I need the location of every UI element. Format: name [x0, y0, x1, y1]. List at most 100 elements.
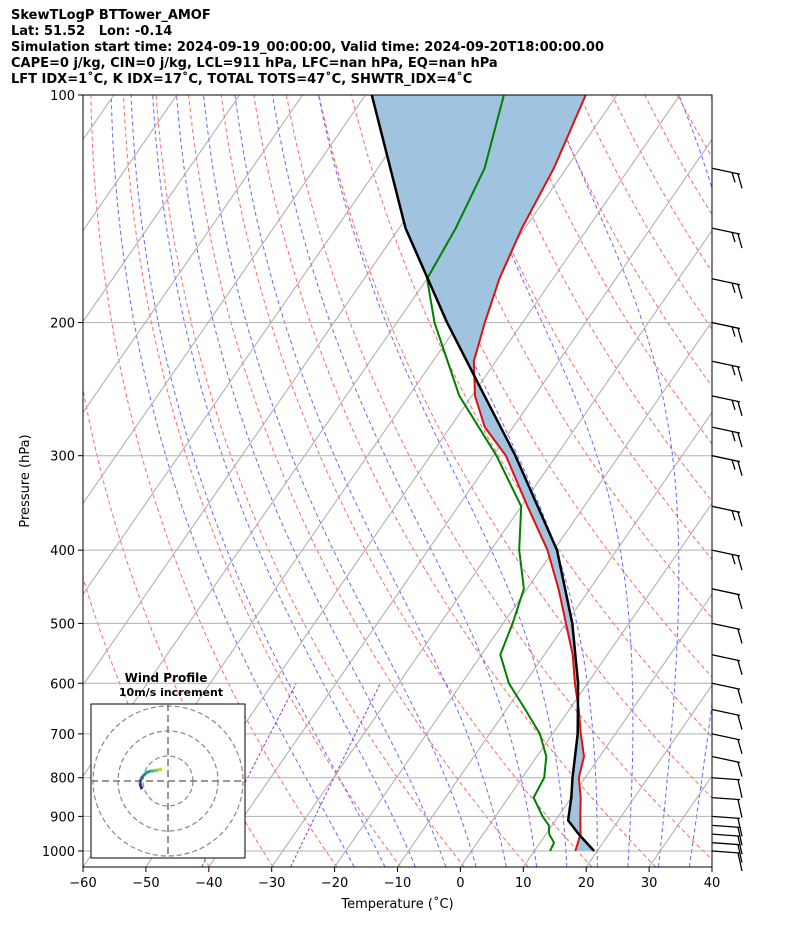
isotherm	[648, 775, 712, 867]
moist-adiabat	[548, 95, 680, 867]
hodograph-segment	[153, 768, 159, 773]
isotherm	[334, 320, 712, 867]
dry-adiabat	[123, 95, 402, 867]
wind-barb	[711, 850, 743, 872]
isotherm	[585, 684, 712, 867]
dry-adiabat	[383, 95, 712, 678]
moist-adiabat	[272, 95, 538, 867]
x-tick-label: 40	[704, 876, 721, 891]
dry-adiabat	[676, 95, 712, 158]
dry-adiabat	[743, 95, 794, 867]
isotherm	[83, 95, 366, 505]
x-tick-label: −50	[132, 876, 159, 891]
isotherm	[208, 138, 712, 867]
wind-barb	[711, 833, 743, 855]
moist-adiabat	[720, 95, 794, 867]
wind-barb	[711, 777, 743, 798]
y-tick-label: 400	[50, 544, 75, 559]
y-tick-label: 900	[50, 810, 75, 825]
x-tick-label: −60	[69, 876, 96, 891]
y-tick-label: 100	[50, 89, 75, 104]
dewpoint-profile	[426, 95, 555, 852]
index-line: LFT IDX=1˚C, K IDX=17˚C, TOTAL TOTS=47˚C…	[11, 72, 473, 87]
dry-adiabat	[90, 95, 338, 867]
moist-adiabat	[203, 95, 477, 867]
hodograph-segment	[157, 767, 163, 772]
moist-adiabat	[176, 95, 447, 867]
wind-barb	[711, 588, 743, 609]
y-axis-label: Pressure (hPa)	[18, 434, 33, 527]
location-line: Lat: 51.52 Lon: -0.14	[11, 24, 173, 39]
isotherm	[83, 95, 429, 596]
wind-barb	[711, 549, 743, 571]
wind-barb	[711, 654, 743, 675]
isotherm	[83, 95, 304, 414]
dry-adiabat	[611, 95, 712, 273]
wind-barb	[711, 505, 743, 527]
wind-barbs	[711, 167, 743, 872]
y-tick-label: 300	[50, 450, 75, 465]
dry-adiabat	[513, 95, 712, 445]
dry-adiabat	[416, 95, 712, 619]
isotherm	[271, 229, 712, 867]
moist-adiabat	[678, 95, 712, 867]
wind-barb	[711, 278, 743, 299]
x-tick-label: −40	[195, 876, 222, 891]
moist-adiabat	[234, 95, 507, 867]
moist-adiabat	[110, 95, 355, 867]
cape-cin-shading	[371, 95, 595, 851]
title-line-1: SkewTLogP BTTower_AMOF	[11, 8, 211, 23]
inset-subtitle: 10m/s increment	[119, 686, 223, 699]
wind-barb	[711, 708, 743, 730]
dry-adiabat	[155, 95, 465, 867]
x-tick-label: −10	[384, 876, 411, 891]
time-line: Simulation start time: 2024-09-19_00:00:…	[11, 40, 604, 55]
x-tick-label: 10	[515, 876, 532, 891]
wind-barb	[711, 455, 743, 476]
dry-adiabat	[83, 576, 210, 867]
wind-barb	[711, 682, 743, 704]
isotherm	[83, 95, 178, 232]
mixing-ratio-line	[290, 683, 381, 867]
dry-adiabat	[709, 95, 712, 100]
wind-barb	[711, 426, 743, 448]
x-tick-label: 30	[641, 876, 658, 891]
y-tick-label: 200	[50, 317, 75, 332]
y-tick-label: 1000	[42, 845, 75, 860]
temperature-profile	[472, 95, 587, 852]
hodograph-segment	[139, 786, 144, 790]
isotherm	[522, 593, 712, 867]
hodograph-segment	[138, 782, 143, 788]
plot-area	[83, 95, 794, 867]
isotherm	[397, 411, 712, 867]
dry-adiabat	[253, 95, 657, 867]
wind-barb	[711, 755, 743, 777]
isotherm	[83, 95, 241, 323]
wind-barb	[711, 622, 743, 644]
hodograph-segment	[138, 778, 143, 784]
hodograph-segment	[145, 769, 151, 775]
wind-barb	[711, 395, 743, 417]
wind-barb	[711, 227, 743, 249]
stability-line: CAPE=0 j/kg, CIN=0 j/kg, LCL=911 hPa, LF…	[11, 56, 498, 71]
wind-barb	[711, 796, 743, 818]
dry-adiabat	[579, 95, 712, 330]
dry-adiabat	[481, 95, 712, 503]
moist-adiabat	[152, 95, 416, 867]
dry-adiabat	[351, 95, 712, 738]
dry-adiabat	[644, 95, 712, 216]
isotherm	[459, 502, 712, 867]
y-tick-label: 700	[50, 728, 75, 743]
y-tick-label: 800	[50, 772, 75, 787]
dry-adiabat	[318, 95, 712, 799]
moist-adiabat	[375, 95, 598, 867]
moist-adiabat	[450, 95, 634, 867]
x-tick-label: 0	[456, 876, 464, 891]
x-tick-label: 20	[578, 876, 595, 891]
isotherm	[83, 95, 492, 687]
parcel-profile	[370, 95, 596, 852]
wind-barb	[711, 360, 743, 382]
wind-barb	[711, 733, 743, 755]
